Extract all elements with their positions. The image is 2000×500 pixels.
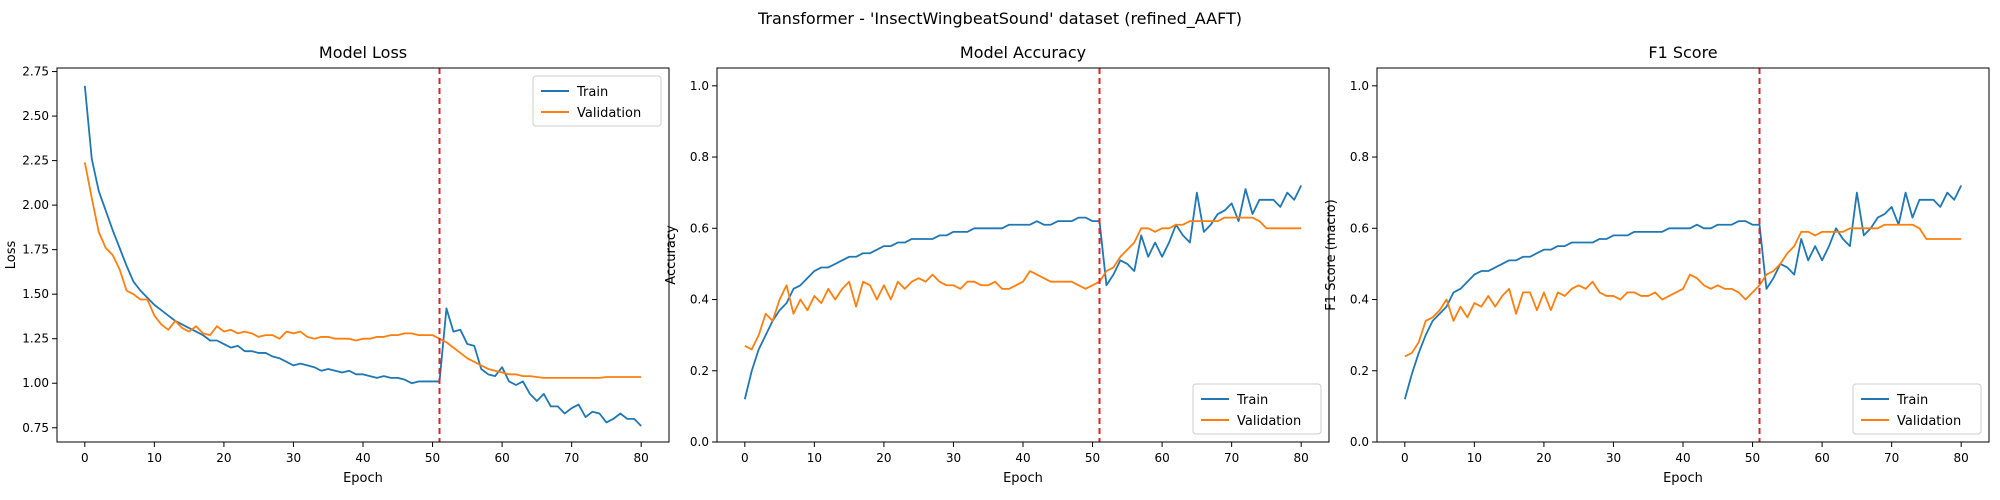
y-tick-label: 2.50 — [22, 109, 49, 123]
plot-frame — [1376, 67, 1990, 443]
y-tick-label: 0.2 — [1350, 364, 1369, 378]
series-line-train — [83, 85, 642, 427]
x-tick-label: 40 — [1015, 451, 1030, 465]
y-tick-label: 0.2 — [690, 364, 709, 378]
x-tick-label: 30 — [1606, 451, 1621, 465]
legend-label-train: Train — [1896, 393, 1928, 408]
x-tick-label: 70 — [1224, 451, 1239, 465]
plot-frame — [56, 67, 670, 443]
x-tick-label: 70 — [1884, 451, 1899, 465]
y-tick-label: 2.00 — [22, 198, 49, 212]
x-tick-label: 0 — [1401, 451, 1409, 465]
x-tick-label: 60 — [1154, 451, 1169, 465]
x-axis-label: Epoch — [343, 471, 383, 486]
y-tick-label: 0.0 — [690, 435, 709, 449]
y-tick-label: 0.6 — [690, 221, 709, 235]
y-tick-label: 0.0 — [1350, 435, 1369, 449]
series-line-validation — [1404, 223, 1962, 358]
legend: Train Validation — [1852, 383, 1982, 435]
x-tick-label: 40 — [355, 451, 370, 465]
x-tick-label: 60 — [494, 451, 509, 465]
subplot-accuracy: Model Accuracy Epoch Accuracy 0 10 20 30 40 5… — [664, 43, 1330, 486]
legend-label-train: Train — [576, 85, 608, 100]
x-tick-label: 80 — [1294, 451, 1309, 465]
x-tick-label: 30 — [946, 451, 961, 465]
plot-frame — [716, 67, 1330, 443]
x-tick-label: 80 — [634, 451, 649, 465]
y-tick-label: 1.0 — [690, 79, 709, 93]
y-tick-label: 2.25 — [22, 154, 49, 168]
legend: Train Validation — [532, 75, 662, 127]
x-tick-label: 20 — [1536, 451, 1551, 465]
y-tick-label: 0.75 — [22, 421, 49, 435]
x-tick-label: 10 — [807, 451, 822, 465]
legend-label-validation: Validation — [577, 106, 641, 121]
y-tick-label: 0.8 — [1350, 150, 1369, 164]
legend-label-train: Train — [1236, 393, 1268, 408]
x-tick-label: 10 — [147, 451, 162, 465]
series-line-train — [743, 185, 1302, 400]
y-tick-label: 1.75 — [22, 243, 49, 257]
y-tick-label: 0.4 — [1350, 293, 1369, 307]
legend-box — [1192, 383, 1322, 435]
legend-label-validation: Validation — [1897, 414, 1961, 429]
x-tick-label: 10 — [1467, 451, 1482, 465]
plot-title: Model Accuracy — [960, 43, 1086, 62]
legend: Train Validation — [1192, 383, 1322, 435]
y-axis-label: Accuracy — [664, 225, 679, 285]
x-tick-label: 30 — [286, 451, 301, 465]
x-tick-label: 50 — [425, 451, 440, 465]
x-tick-label: 20 — [216, 451, 231, 465]
x-tick-label: 70 — [564, 451, 579, 465]
legend-box — [532, 75, 662, 127]
series-line-train — [1403, 185, 1962, 400]
y-tick-label: 1.0 — [1350, 79, 1369, 93]
y-tick-label: 1.00 — [22, 376, 49, 390]
y-tick-label: 1.50 — [22, 287, 49, 301]
x-tick-label: 80 — [1954, 451, 1969, 465]
plot-title: Model Loss — [319, 43, 407, 62]
y-axis-label: F1 Score (macro) — [1324, 199, 1339, 310]
y-axis-label: Loss — [4, 241, 19, 270]
x-tick-label: 0 — [741, 451, 749, 465]
x-axis-label: Epoch — [1003, 471, 1043, 486]
x-tick-label: 40 — [1675, 451, 1690, 465]
x-tick-label: 50 — [1085, 451, 1100, 465]
y-tick-label: 0.4 — [690, 293, 709, 307]
y-tick-label: 0.8 — [690, 150, 709, 164]
subplot-loss: Model Loss Epoch Loss 0 10 20 30 40 50 60 70 80 0… — [4, 43, 670, 486]
y-tick-label: 1.25 — [22, 332, 49, 346]
legend-label-validation: Validation — [1237, 414, 1301, 429]
x-tick-label: 60 — [1814, 451, 1829, 465]
subplot-f1-score: F1 Score Epoch F1 Score (macro) 0 10 20 30 4… — [1324, 43, 1990, 486]
series-line-validation — [83, 162, 642, 379]
figure-suptitle: Transformer - 'InsectWingbeatSound' data… — [757, 9, 1242, 29]
y-tick-label: 0.6 — [1350, 221, 1369, 235]
y-tick-label: 2.75 — [22, 65, 49, 79]
x-tick-label: 0 — [81, 451, 89, 465]
series-line-validation — [744, 216, 1302, 351]
plot-title: F1 Score — [1648, 43, 1717, 62]
x-axis-label: Epoch — [1663, 471, 1703, 486]
legend-box — [1852, 383, 1982, 435]
x-tick-label: 50 — [1745, 451, 1760, 465]
x-tick-label: 20 — [876, 451, 891, 465]
